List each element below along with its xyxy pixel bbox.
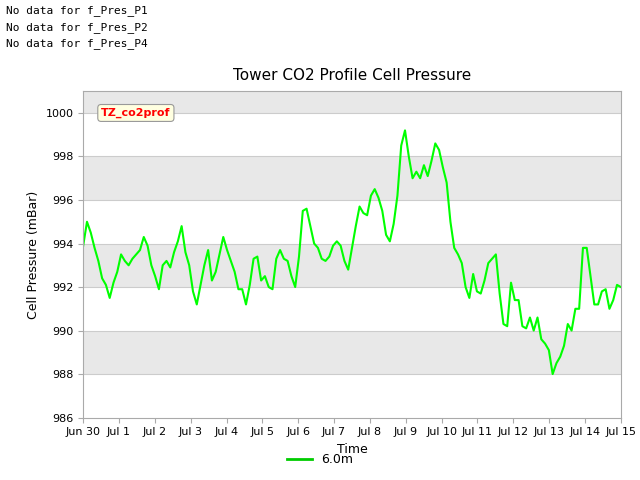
Bar [83, 156, 621, 200]
Legend: 6.0m: 6.0m [282, 448, 358, 471]
Bar [83, 374, 621, 418]
X-axis label: Time: Time [337, 443, 367, 456]
Text: No data for f_Pres_P2: No data for f_Pres_P2 [6, 22, 148, 33]
Text: No data for f_Pres_P1: No data for f_Pres_P1 [6, 5, 148, 16]
Bar [83, 287, 621, 331]
Bar [83, 200, 621, 243]
Bar [83, 243, 621, 287]
Bar [83, 331, 621, 374]
Bar [83, 113, 621, 156]
Y-axis label: Cell Pressure (mBar): Cell Pressure (mBar) [27, 190, 40, 319]
Bar [83, 91, 621, 113]
Text: No data for f_Pres_P4: No data for f_Pres_P4 [6, 38, 148, 49]
Text: TZ_co2prof: TZ_co2prof [101, 108, 171, 118]
Title: Tower CO2 Profile Cell Pressure: Tower CO2 Profile Cell Pressure [233, 68, 471, 83]
